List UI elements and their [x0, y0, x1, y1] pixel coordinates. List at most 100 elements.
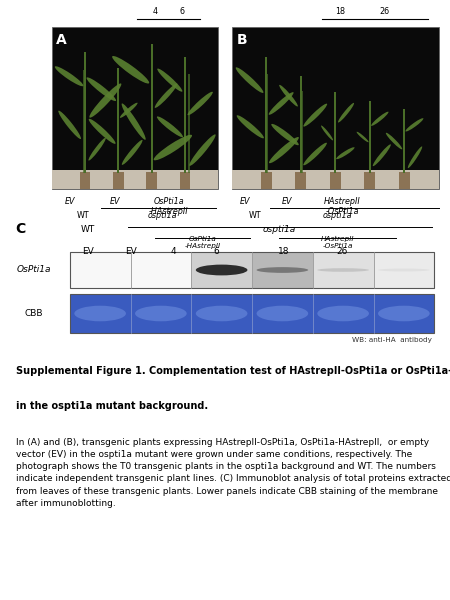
Text: HAstrepII
-OsPti1a: HAstrepII -OsPti1a: [324, 197, 360, 216]
FancyBboxPatch shape: [70, 252, 130, 288]
Ellipse shape: [371, 112, 388, 126]
Ellipse shape: [269, 137, 299, 163]
Ellipse shape: [86, 77, 116, 101]
FancyBboxPatch shape: [364, 172, 375, 189]
Text: EV: EV: [82, 247, 94, 256]
Text: EV: EV: [125, 247, 136, 256]
FancyBboxPatch shape: [399, 172, 410, 189]
FancyBboxPatch shape: [313, 252, 374, 288]
FancyBboxPatch shape: [374, 252, 434, 288]
Text: 18: 18: [278, 247, 289, 256]
Text: ospti1a: ospti1a: [147, 211, 177, 220]
Text: EV: EV: [240, 197, 251, 206]
Ellipse shape: [321, 125, 333, 140]
Ellipse shape: [317, 268, 369, 272]
Ellipse shape: [90, 83, 122, 118]
Text: EV: EV: [109, 197, 120, 206]
Ellipse shape: [188, 92, 213, 115]
Ellipse shape: [120, 103, 138, 118]
FancyBboxPatch shape: [152, 63, 153, 173]
Text: WT: WT: [249, 211, 261, 220]
Text: EV: EV: [282, 197, 292, 206]
Text: B: B: [236, 33, 247, 47]
Ellipse shape: [303, 143, 327, 166]
Ellipse shape: [74, 305, 126, 322]
Text: 26: 26: [380, 7, 390, 16]
FancyBboxPatch shape: [232, 170, 439, 189]
Text: 4: 4: [153, 7, 158, 16]
Ellipse shape: [55, 66, 83, 86]
Text: 6: 6: [180, 7, 185, 16]
Ellipse shape: [237, 115, 264, 139]
FancyBboxPatch shape: [334, 92, 337, 173]
FancyBboxPatch shape: [369, 101, 371, 173]
Ellipse shape: [256, 305, 308, 322]
Text: OsPti1a: OsPti1a: [17, 265, 51, 275]
Ellipse shape: [58, 110, 81, 139]
FancyBboxPatch shape: [265, 57, 267, 173]
Ellipse shape: [408, 146, 422, 168]
Ellipse shape: [89, 119, 116, 144]
FancyBboxPatch shape: [83, 70, 84, 173]
Text: WT: WT: [81, 225, 95, 234]
FancyBboxPatch shape: [184, 57, 186, 173]
FancyBboxPatch shape: [130, 252, 191, 288]
FancyBboxPatch shape: [232, 27, 439, 189]
FancyBboxPatch shape: [252, 252, 313, 288]
Ellipse shape: [122, 103, 146, 140]
Ellipse shape: [271, 124, 299, 145]
Ellipse shape: [386, 133, 402, 149]
Text: ospti1a: ospti1a: [262, 225, 296, 234]
Ellipse shape: [88, 138, 106, 161]
Ellipse shape: [189, 134, 216, 166]
FancyBboxPatch shape: [295, 172, 306, 189]
FancyBboxPatch shape: [113, 172, 124, 189]
Text: OsPti1a
-HAstrepII: OsPti1a -HAstrepII: [184, 236, 220, 249]
FancyBboxPatch shape: [266, 74, 268, 173]
Ellipse shape: [155, 83, 177, 108]
FancyBboxPatch shape: [52, 27, 218, 189]
Ellipse shape: [112, 56, 149, 83]
FancyBboxPatch shape: [301, 91, 303, 173]
FancyBboxPatch shape: [191, 252, 252, 288]
Ellipse shape: [196, 305, 248, 322]
Ellipse shape: [279, 85, 298, 107]
FancyBboxPatch shape: [118, 84, 119, 173]
Ellipse shape: [269, 92, 293, 115]
Ellipse shape: [303, 104, 327, 127]
FancyBboxPatch shape: [261, 172, 272, 189]
FancyBboxPatch shape: [151, 44, 153, 173]
Text: OsPti1a
-HAstrepII: OsPti1a -HAstrepII: [149, 197, 189, 216]
Ellipse shape: [157, 116, 183, 137]
FancyBboxPatch shape: [180, 172, 190, 189]
Ellipse shape: [336, 147, 355, 159]
Text: ospti1a: ospti1a: [323, 211, 352, 220]
Ellipse shape: [405, 118, 423, 131]
FancyBboxPatch shape: [117, 68, 119, 173]
Text: Supplemental Figure 1. Complementation test of HAstrepII-OsPti1a or OsPti1a-HAst: Supplemental Figure 1. Complementation t…: [16, 366, 450, 376]
Text: CBB: CBB: [24, 310, 43, 318]
FancyBboxPatch shape: [52, 170, 218, 189]
Text: 4: 4: [171, 247, 176, 256]
Text: 6: 6: [213, 247, 219, 256]
Ellipse shape: [154, 135, 192, 160]
Ellipse shape: [338, 103, 354, 122]
Ellipse shape: [317, 305, 369, 322]
Ellipse shape: [356, 132, 369, 142]
Text: WT: WT: [77, 211, 90, 220]
Ellipse shape: [378, 305, 430, 322]
Text: EV: EV: [64, 197, 75, 206]
Ellipse shape: [157, 68, 182, 92]
Ellipse shape: [135, 305, 187, 322]
FancyBboxPatch shape: [80, 172, 90, 189]
Text: in the ospti1a mutant background.: in the ospti1a mutant background.: [16, 401, 208, 411]
Text: HAstrepII
-OsPti1a: HAstrepII -OsPti1a: [321, 236, 354, 249]
FancyBboxPatch shape: [300, 76, 302, 173]
Text: C: C: [16, 222, 26, 236]
FancyBboxPatch shape: [70, 294, 434, 333]
FancyBboxPatch shape: [403, 109, 405, 173]
Ellipse shape: [236, 67, 263, 93]
Text: 26: 26: [336, 247, 348, 256]
FancyBboxPatch shape: [189, 74, 190, 173]
Text: A: A: [56, 33, 67, 47]
